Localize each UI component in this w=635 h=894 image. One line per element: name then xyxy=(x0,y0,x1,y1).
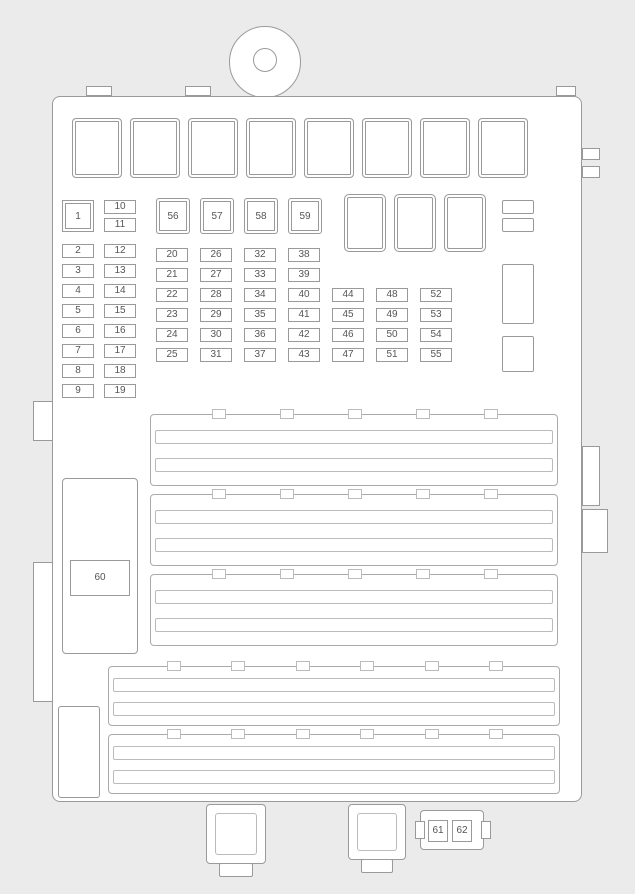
top-tab-0 xyxy=(86,86,112,96)
fuse-22: 22 xyxy=(156,288,188,302)
fuse-23: 23 xyxy=(156,308,188,322)
fuse-13: 13 xyxy=(104,264,136,278)
top-slot-3 xyxy=(246,118,296,178)
left-tab-1 xyxy=(33,562,53,702)
fuse-1: 1 xyxy=(62,200,94,232)
relay-59: 59 xyxy=(288,198,322,234)
fuse-38: 38 xyxy=(288,248,320,262)
fuse-10: 10 xyxy=(104,200,136,214)
fuse-42: 42 xyxy=(288,328,320,342)
fuse-34: 34 xyxy=(244,288,276,302)
module-2 xyxy=(150,574,558,646)
fuse-14: 14 xyxy=(104,284,136,298)
fuse-51: 51 xyxy=(376,348,408,362)
fuse-box-diagram: 1234567891011121314151617181956575859202… xyxy=(0,0,635,894)
fuse-39: 39 xyxy=(288,268,320,282)
relay-57: 57 xyxy=(200,198,234,234)
bottom-connector-0 xyxy=(206,804,266,864)
fuse-28: 28 xyxy=(200,288,232,302)
fuse-9: 9 xyxy=(62,384,94,398)
fuse-46: 46 xyxy=(332,328,364,342)
module-0 xyxy=(150,414,558,486)
fuse-3: 3 xyxy=(62,264,94,278)
module-1 xyxy=(150,494,558,566)
fuse-7: 7 xyxy=(62,344,94,358)
fuse-52: 52 xyxy=(420,288,452,302)
top-slot-2 xyxy=(188,118,238,178)
fuse-8: 8 xyxy=(62,364,94,378)
fuse-49: 49 xyxy=(376,308,408,322)
fuse-47: 47 xyxy=(332,348,364,362)
fuse-6: 6 xyxy=(62,324,94,338)
module-3 xyxy=(108,666,560,726)
right-slot-0 xyxy=(502,200,534,214)
fuse-4: 4 xyxy=(62,284,94,298)
fuse-50: 50 xyxy=(376,328,408,342)
top-slot-4 xyxy=(304,118,354,178)
top-slot-6 xyxy=(420,118,470,178)
fuse-62: 62 xyxy=(452,820,472,842)
module-4 xyxy=(108,734,560,794)
fuse-11: 11 xyxy=(104,218,136,232)
right-block-1 xyxy=(582,166,600,178)
fuse-55: 55 xyxy=(420,348,452,362)
fuse-37: 37 xyxy=(244,348,276,362)
fuse-12: 12 xyxy=(104,244,136,258)
fuse-16: 16 xyxy=(104,324,136,338)
fuse-35: 35 xyxy=(244,308,276,322)
big-relay-1 xyxy=(394,194,436,252)
top-tab-1 xyxy=(185,86,211,96)
left-tab-0 xyxy=(33,401,53,441)
fuse-27: 27 xyxy=(200,268,232,282)
fuse-43: 43 xyxy=(288,348,320,362)
fuse-29: 29 xyxy=(200,308,232,322)
fuse-19: 19 xyxy=(104,384,136,398)
fuse-41: 41 xyxy=(288,308,320,322)
right-slot-2 xyxy=(502,264,534,324)
fuse-61: 61 xyxy=(428,820,448,842)
left-bottom-block xyxy=(58,706,100,798)
right-block-0 xyxy=(582,148,600,160)
fuse-36: 36 xyxy=(244,328,276,342)
relay-58: 58 xyxy=(244,198,278,234)
fuse-44: 44 xyxy=(332,288,364,302)
fuse-26: 26 xyxy=(200,248,232,262)
fuse-30: 30 xyxy=(200,328,232,342)
top-tab-2 xyxy=(556,86,576,96)
right-block-2 xyxy=(582,446,600,506)
fuse-45: 45 xyxy=(332,308,364,322)
fuse-25: 25 xyxy=(156,348,188,362)
fuse-17: 17 xyxy=(104,344,136,358)
fuse-21: 21 xyxy=(156,268,188,282)
fuse-20: 20 xyxy=(156,248,188,262)
fuse-33: 33 xyxy=(244,268,276,282)
fuse-31: 31 xyxy=(200,348,232,362)
fuse-5: 5 xyxy=(62,304,94,318)
fuse-54: 54 xyxy=(420,328,452,342)
fuse-2: 2 xyxy=(62,244,94,258)
fuse-60: 60 xyxy=(70,560,130,596)
mounting-hole xyxy=(253,48,277,72)
right-slot-3 xyxy=(502,336,534,372)
fuse-18: 18 xyxy=(104,364,136,378)
bottom-connector-1 xyxy=(348,804,406,860)
fuse-24: 24 xyxy=(156,328,188,342)
fuse-53: 53 xyxy=(420,308,452,322)
fuse-15: 15 xyxy=(104,304,136,318)
fuse-48: 48 xyxy=(376,288,408,302)
top-slot-0 xyxy=(72,118,122,178)
top-slot-7 xyxy=(478,118,528,178)
fuse-40: 40 xyxy=(288,288,320,302)
top-slot-1 xyxy=(130,118,180,178)
right-slot-1 xyxy=(502,218,534,232)
top-slot-5 xyxy=(362,118,412,178)
relay-56: 56 xyxy=(156,198,190,234)
fuse-32: 32 xyxy=(244,248,276,262)
big-relay-0 xyxy=(344,194,386,252)
big-relay-2 xyxy=(444,194,486,252)
right-protrusion xyxy=(582,509,608,553)
